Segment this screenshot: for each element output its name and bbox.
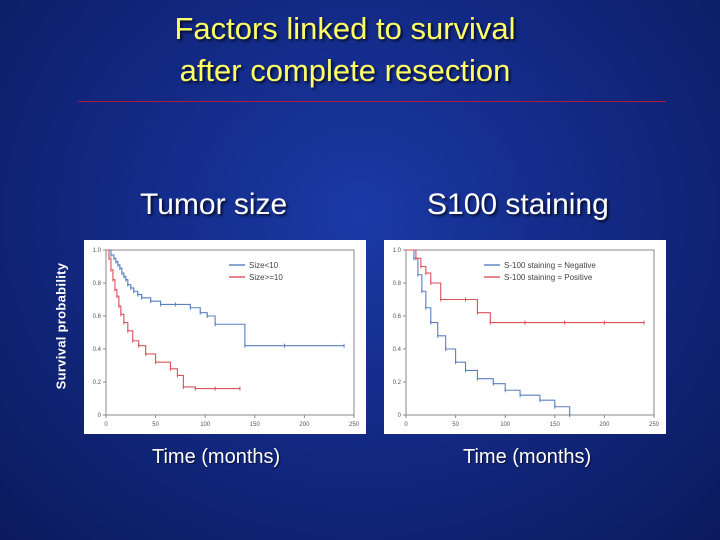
chart-1-panel: 0 50 100 150 200 250 0 0.2 0.4 0.6 0.8 1.0 Size<10 Si… xyxy=(84,240,366,434)
x-tick-label: 250 xyxy=(349,422,360,428)
chart-1-svg: 0 50 100 150 200 250 0 0.2 0.4 0.6 0.8 1.0 Size<10 Si… xyxy=(93,248,360,428)
y-tick-label: 0.4 xyxy=(393,347,402,353)
y-tick-label: 0 xyxy=(98,413,102,419)
legend-label: S-100 staining = Negative xyxy=(504,261,596,270)
series-line-red xyxy=(406,249,645,324)
y-tick-label: 0.8 xyxy=(393,281,402,287)
y-tick-label: 0.4 xyxy=(93,347,102,353)
y-tick-label: 1.0 xyxy=(93,248,102,254)
y-axis-label: Survival probability xyxy=(53,262,69,390)
x-tick-label: 100 xyxy=(200,422,211,428)
slide-title: Factors linked to survival after complet… xyxy=(0,8,690,92)
x-tick-label: 50 xyxy=(452,422,459,428)
x-tick-label: 50 xyxy=(152,422,159,428)
legend-label: Size>=10 xyxy=(249,273,283,282)
y-tick-label: 0.6 xyxy=(393,314,402,320)
y-tick-label: 0.8 xyxy=(93,281,102,287)
chart-2-title: S100 staining xyxy=(427,188,609,221)
plot-frame xyxy=(105,249,355,416)
x-tick-label: 0 xyxy=(404,422,408,428)
y-tick-label: 0.2 xyxy=(393,380,402,386)
title-divider xyxy=(78,101,666,102)
x-tick-label: 250 xyxy=(649,422,660,428)
chart-1-title: Tumor size xyxy=(140,188,288,221)
plot-frame xyxy=(405,249,655,416)
x-tick-label: 100 xyxy=(500,422,511,428)
chart-2-panel: 0 50 100 150 200 250 0 0.2 0.4 0.6 0.8 1.0 S-100 sta… xyxy=(384,240,666,434)
legend-label: Size<10 xyxy=(249,261,279,270)
y-tick-label: 1.0 xyxy=(393,248,402,254)
y-tick-label: 0.2 xyxy=(93,380,102,386)
x-tick-label: 0 xyxy=(104,422,108,428)
slide-title-line2: after complete resection xyxy=(179,53,511,88)
chart-2-svg: 0 50 100 150 200 250 0 0.2 0.4 0.6 0.8 1.0 S-100 sta… xyxy=(393,248,660,428)
chart-1-x-label: Time (months) xyxy=(152,446,281,468)
x-tick-label: 200 xyxy=(299,422,310,428)
x-tick-label: 150 xyxy=(250,422,261,428)
chart-2-x-label: Time (months) xyxy=(463,446,592,468)
legend-label: S-100 staining = Positive xyxy=(504,273,593,282)
x-tick-label: 200 xyxy=(599,422,610,428)
slide-title-line1: Factors linked to survival xyxy=(174,11,516,46)
x-tick-label: 150 xyxy=(550,422,561,428)
y-tick-label: 0.6 xyxy=(93,314,102,320)
y-tick-label: 0 xyxy=(398,413,402,419)
